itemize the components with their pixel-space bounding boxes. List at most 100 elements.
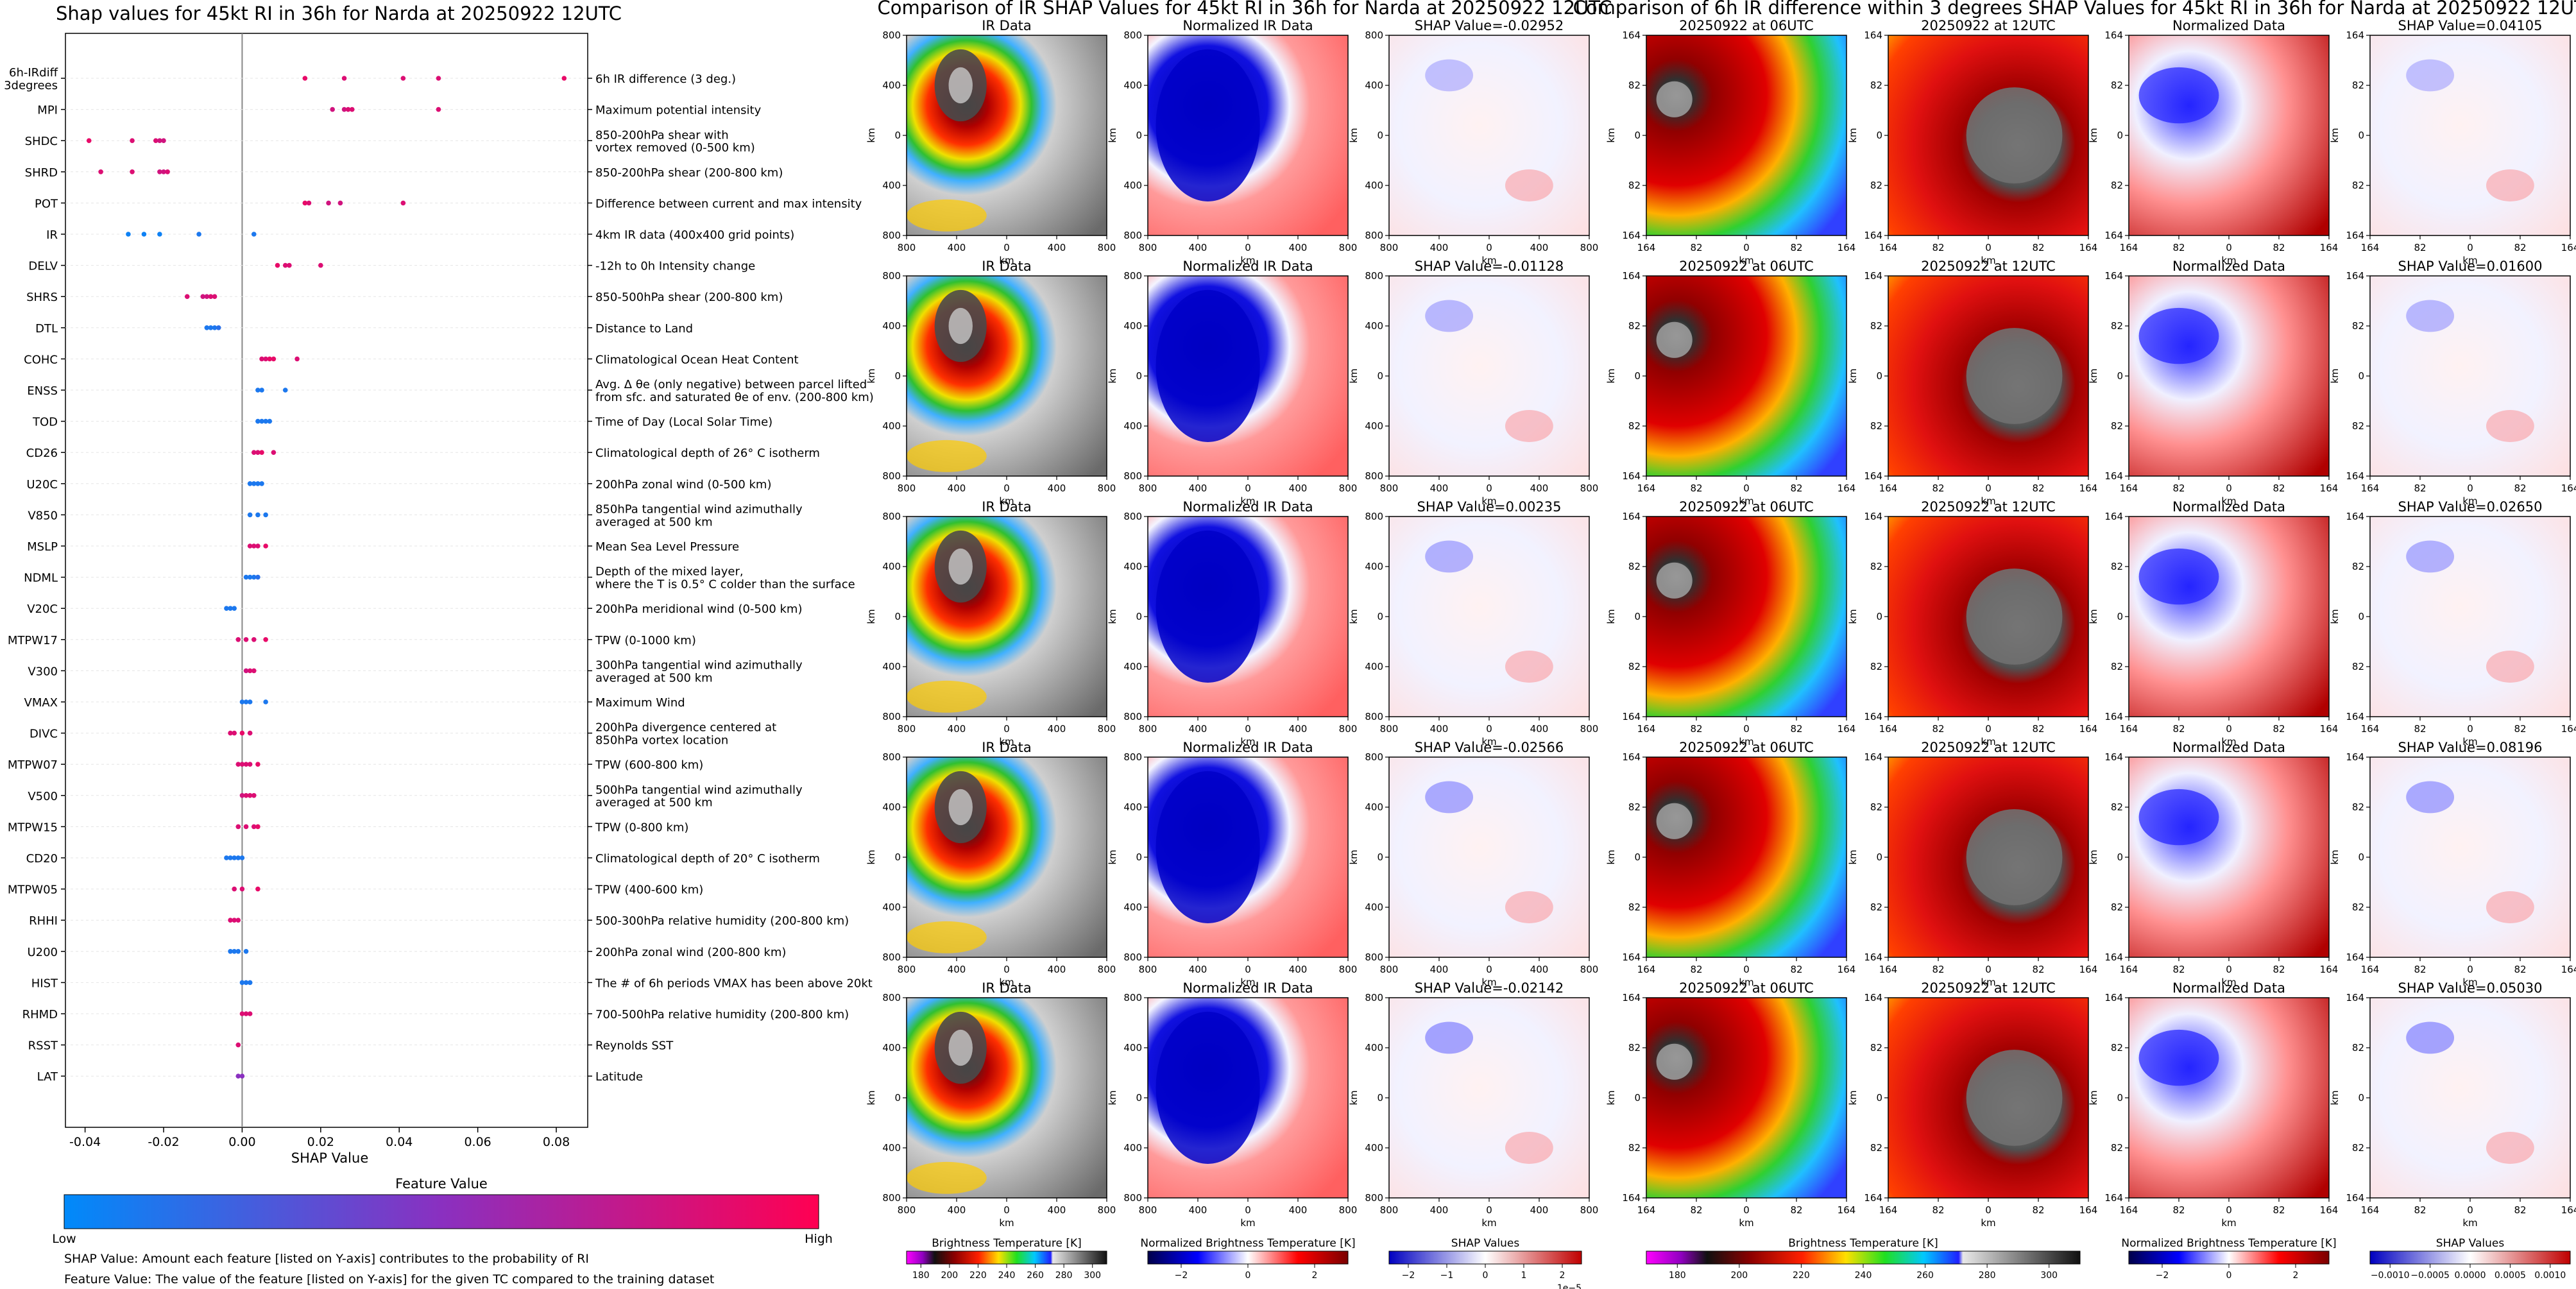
x-tick-label: 164 xyxy=(2561,1204,2576,1216)
y-tick-label: 0 xyxy=(1634,851,1641,863)
y-tick-label: 164 xyxy=(1622,270,1641,282)
diff-panel-r0-c1: 20250922 at 12UTC1641648282008282164164k… xyxy=(1847,18,2097,266)
feature-desc-15: Mean Sea Level Pressure xyxy=(595,540,739,554)
shap-point xyxy=(255,388,260,393)
x-tick-label: 0.08 xyxy=(543,1135,570,1149)
diff-06-eye xyxy=(1656,1043,1693,1080)
y-axis-unit: km xyxy=(2329,128,2341,142)
y-axis-unit: km xyxy=(1348,1090,1360,1105)
diff-panel-r4-c3: SHAP Value=0.050301641648282008282164164… xyxy=(2329,980,2576,1229)
diff-panel-r2-c3-image xyxy=(2370,516,2570,717)
y-tick-label: 164 xyxy=(2104,30,2123,41)
colorbar-tick-label: 200 xyxy=(941,1270,958,1281)
y-tick-label: 164 xyxy=(1864,711,1882,722)
feature-name-11: TOD xyxy=(32,416,58,429)
x-axis-unit: km xyxy=(1739,977,1753,988)
y-tick-label: 400 xyxy=(882,420,901,432)
feature-name-13: U20C xyxy=(26,478,58,491)
ir-cloud-band xyxy=(907,440,987,472)
shap-point xyxy=(239,1073,245,1079)
x-tick-label: 0 xyxy=(1003,482,1010,494)
shap-point xyxy=(306,200,312,206)
ir-panel-r4-c1-title: Normalized IR Data xyxy=(1182,980,1313,996)
x-axis-unit: km xyxy=(2221,1217,2236,1229)
y-tick-label: 82 xyxy=(1628,561,1641,572)
y-tick-label: 0 xyxy=(1377,1092,1383,1104)
feature-name-31: RSST xyxy=(28,1039,58,1053)
colorbar-exponent: 1e−5 xyxy=(1557,1283,1582,1289)
x-tick-label: 82 xyxy=(1690,482,1702,494)
y-tick-label: 82 xyxy=(2111,561,2123,572)
shap-point xyxy=(255,418,260,424)
diff-panel-r4-c1-title: 20250922 at 12UTC xyxy=(1921,980,2056,996)
x-tick-label: 82 xyxy=(2172,242,2185,253)
diff-panel-grid: 20250922 at 06UTC1641648282008282164164k… xyxy=(1605,18,2576,1229)
norm-cold-region xyxy=(1156,771,1260,923)
x-axis-unit: km xyxy=(1240,736,1255,747)
shap-point xyxy=(239,793,245,798)
ir-panel-r1-c2: SHAP Value=-0.01128800800400400004004008… xyxy=(1348,259,1598,507)
shap-point xyxy=(243,824,249,830)
y-tick-label: 800 xyxy=(1365,1192,1383,1204)
feature-desc-8: Distance to Land xyxy=(595,322,693,336)
shap-point xyxy=(161,138,166,143)
y-tick-label: 400 xyxy=(1123,180,1142,191)
shap-point xyxy=(235,1042,241,1048)
y-tick-label: 164 xyxy=(1864,952,1882,963)
ir-panel-r0-c2-title: SHAP Value=-0.02952 xyxy=(1415,18,1564,33)
shap-point xyxy=(232,606,237,611)
x-tick-label: 400 xyxy=(1530,242,1549,253)
y-tick-label: 164 xyxy=(2346,30,2364,41)
feature-desc-14: 850hPa tangential wind azimuthally averag… xyxy=(595,503,803,529)
y-axis-unit: km xyxy=(1107,368,1118,383)
feature-desc-6: -12h to 0h Intensity change xyxy=(595,260,755,273)
y-tick-label: 82 xyxy=(2111,901,2123,913)
shap-pos-blob xyxy=(2486,651,2534,683)
shap-point xyxy=(263,637,268,642)
shap-point xyxy=(126,232,131,237)
feature-name-14: V850 xyxy=(28,509,58,522)
y-tick-label: 82 xyxy=(2111,801,2123,813)
shap-point xyxy=(235,949,241,954)
shap-point xyxy=(251,637,257,642)
x-tick-label: 164 xyxy=(2361,482,2380,494)
x-axis-unit: km xyxy=(999,495,1014,507)
feature-desc-10: Avg. Δ θe (only negative) between parcel… xyxy=(595,378,874,404)
shap-point xyxy=(247,699,253,704)
feature-name-17: V20C xyxy=(27,602,58,616)
diff-panel-r4-c2: Normalized Data1641648282008282164164kmk… xyxy=(2088,980,2338,1229)
x-axis-unit: km xyxy=(2221,736,2236,747)
y-tick-label: 164 xyxy=(2104,511,2123,522)
shap-point xyxy=(251,543,257,549)
ir-panel-r4-c0-title: IR Data xyxy=(982,980,1032,996)
shap-point xyxy=(255,886,260,892)
x-axis-unit: km xyxy=(1981,255,1995,266)
y-tick-label: 800 xyxy=(882,992,901,1003)
y-tick-label: 164 xyxy=(1622,1192,1641,1204)
y-tick-label: 400 xyxy=(1365,561,1383,572)
ir-eye xyxy=(948,307,973,345)
shap-point xyxy=(251,668,257,674)
y-axis-unit: km xyxy=(866,609,877,624)
y-tick-label: 0 xyxy=(1136,611,1142,622)
y-tick-label: 800 xyxy=(882,30,901,41)
ir-panel-r3-c1: Normalized IR Data8008004004000040040080… xyxy=(1107,740,1357,988)
y-tick-label: 164 xyxy=(2104,230,2123,241)
x-tick-label: 800 xyxy=(1380,723,1399,735)
feature-name-12: CD26 xyxy=(26,447,58,460)
y-tick-label: 164 xyxy=(2104,270,2123,282)
y-tick-label: 0 xyxy=(1136,130,1142,141)
colorbar-tick-label: 180 xyxy=(1669,1270,1686,1281)
feature-desc-7: 850-500hPa shear (200-800 km) xyxy=(595,291,783,304)
x-tick-label: 164 xyxy=(1637,723,1656,735)
shap-point xyxy=(330,107,335,112)
x-tick-label: 164 xyxy=(1637,1204,1656,1216)
shap-xlabel: SHAP Value xyxy=(291,1150,369,1166)
x-tick-label: 164 xyxy=(2320,1204,2339,1216)
x-tick-label: 800 xyxy=(1380,242,1399,253)
shap-point xyxy=(130,138,135,143)
ir-panel-r1-c0-title: IR Data xyxy=(982,259,1032,274)
shap-point xyxy=(255,762,260,767)
shap-point xyxy=(255,512,260,518)
ir-panel-r1-c2-image xyxy=(1389,276,1589,476)
